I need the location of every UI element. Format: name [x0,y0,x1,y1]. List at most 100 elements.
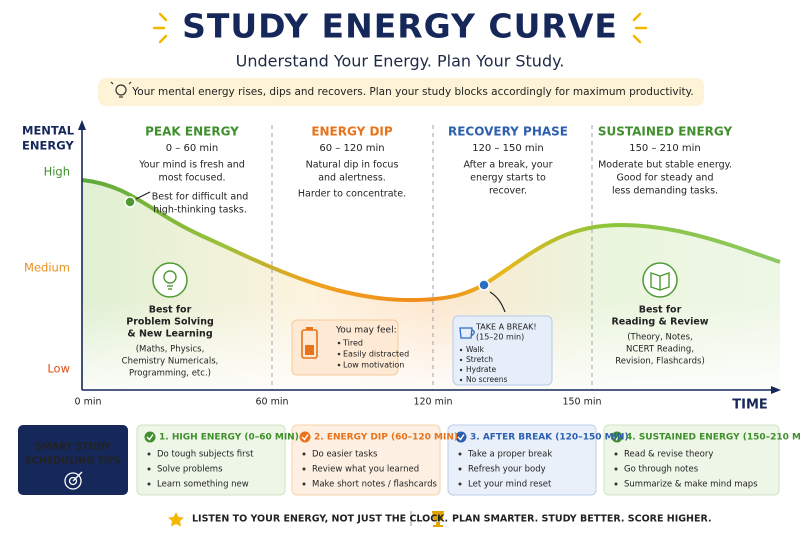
phase-title: PEAK ENERGY [145,125,239,139]
book-icon [650,272,670,291]
curve-fade [82,300,780,390]
tip-title: 1. HIGH ENERGY (0–60 MIN) [159,433,299,443]
feel-item: Easily distracted [343,350,409,359]
check-mark [457,434,465,441]
check-icon [144,431,156,443]
tip-item: Go through notes [624,465,699,475]
best-for-examples: Programming, etc.) [129,369,211,379]
check-icon [299,431,311,443]
best-for-title: Best for [149,305,192,316]
tip-title: 4. SUSTAINED ENERGY (150–210 MIN) [626,433,800,443]
break-item: Stretch [466,355,493,364]
tip-item: Summarize & make mind maps [624,480,758,490]
phase-title: SUSTAINED ENERGY [598,125,733,139]
best-for-title: & New Learning [127,329,212,340]
x-axis-label: TIME [732,398,768,413]
phase-description: energy starts to [470,173,546,184]
break-item: Hydrate [466,365,496,374]
title: STUDY ENERGY CURVE [182,7,618,46]
x-tick-label: 60 min [255,397,288,408]
tip-cards [136,424,780,496]
phase-note: Harder to concentrate. [298,189,406,200]
best-for-title: Reading & Review [611,317,708,328]
tip-item: Let your mind reset [468,480,552,490]
phase-range: 120 – 150 min [472,143,544,154]
tips-heading: SCHEDULING TIPS [25,456,121,467]
pointer [135,191,151,200]
recovery-marker [478,279,490,291]
sparkles [152,12,648,44]
tip-item: Refresh your body [468,465,546,475]
phase-description: Natural dip in focus [306,160,399,171]
tip-card [136,424,286,496]
bullet [614,452,618,456]
bullet [459,358,463,362]
tip-title: 3. AFTER BREAK (120–150 MIN) [470,433,629,443]
bullet [459,378,463,382]
feel-item: Tired [342,339,363,348]
y-axis-label: ENERGY [22,139,74,153]
bullet [337,363,341,367]
star-icon [168,512,184,527]
bullet [302,467,306,471]
bullet [147,467,151,471]
bullet [337,352,341,356]
bullet [147,452,151,456]
footer-text: LISTEN TO YOUR ENERGY, NOT JUST THE CLOC… [192,514,448,525]
tip-item: Do easier tasks [312,450,378,460]
banner-text: Your mental energy rises, dips and recov… [131,86,693,98]
trophy-icon [432,511,444,527]
phase-description: less demanding tasks. [612,186,718,197]
best-for-examples: NCERT Reading, [626,345,694,355]
tip-card [447,424,597,496]
y-axis-label: MENTAL [22,124,75,138]
banner [98,78,704,106]
tip-title: 2. ENERGY DIP (60–120 MIN) [314,433,458,443]
phase-note: Best for difficult and [152,192,249,203]
check-mark [301,434,309,441]
tip-item: Do tough subjects first [157,450,254,460]
feel-title: You may feel: [335,326,397,336]
cup-icon [459,327,475,339]
tip-item: Learn something new [157,480,249,490]
energy-curve [81,178,781,303]
phase-note: high-thinking tasks. [153,205,247,216]
bullet [459,368,463,372]
pointer [489,291,506,313]
bullet [458,467,462,471]
phase-title: ENERGY DIP [311,125,393,139]
tip-item: Review what you learned [312,465,419,475]
best-for-examples: Chemistry Numericals, [122,357,219,367]
tip-item: Solve problems [157,465,223,475]
check-mark [146,434,154,441]
level-label: Medium [24,261,70,275]
footer-text: PLAN SMARTER. STUDY BETTER. SCORE HIGHER… [452,514,712,525]
check-icon [455,431,467,443]
bullet [302,482,306,486]
bullet [337,341,341,345]
peak-marker [124,196,136,208]
phase-title: RECOVERY PHASE [448,125,568,139]
tip-item: Read & revise theory [624,450,713,460]
best-for-examples: (Theory, Notes, [627,333,693,343]
level-label: Low [47,362,70,376]
break-title: TAKE A BREAK! [475,323,537,332]
phase-range: 60 – 120 min [319,143,384,154]
x-tick-label: 120 min [413,397,452,408]
phase-range: 0 – 60 min [166,143,218,154]
best-for-examples: Revision, Flashcards) [615,357,705,367]
best-for-title: Best for [639,305,682,316]
bullet [458,482,462,486]
bullet [459,348,463,352]
bullet [458,452,462,456]
bullet [302,452,306,456]
tip-item: Take a proper break [467,450,552,460]
bulb-icon [110,81,132,98]
tips-heading: SMART STUDY [35,442,111,453]
check-mark [613,434,621,441]
bullet [614,467,618,471]
phase-range: 150 – 210 min [629,143,701,154]
phase-description: recover. [489,186,527,197]
